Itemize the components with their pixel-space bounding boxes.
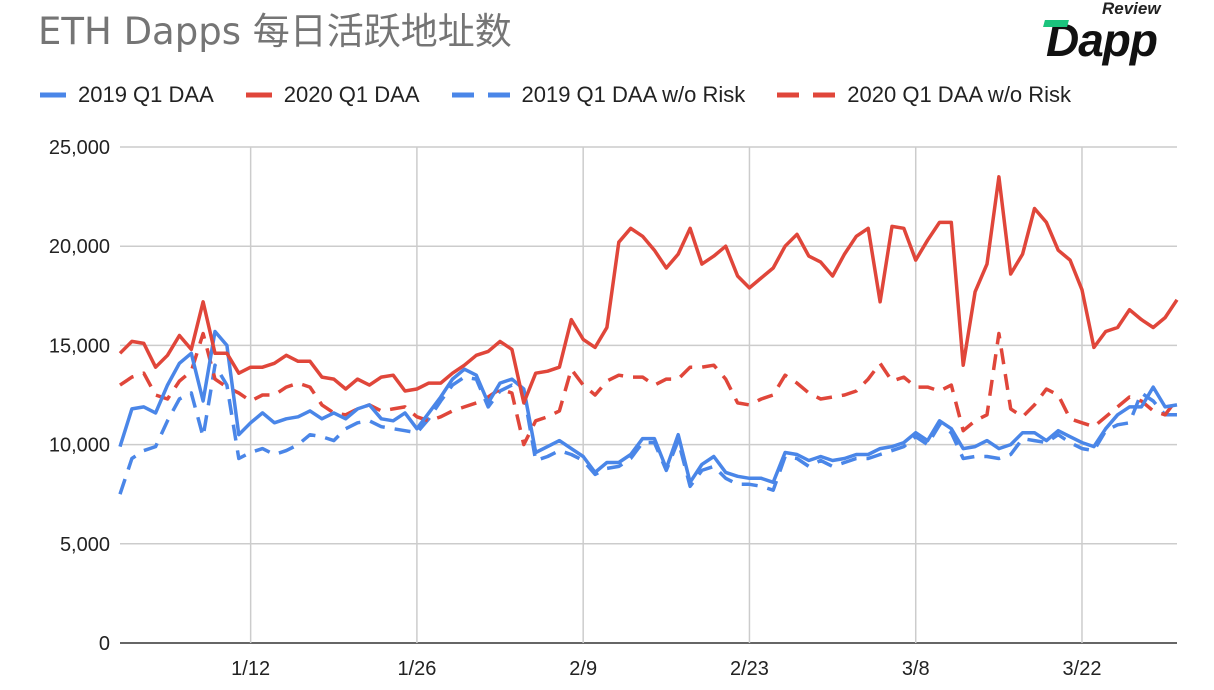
x-tick-label: 3/22 [1063,658,1102,680]
legend-swatch [40,92,66,98]
chart-legend: 2019 Q1 DAA 2020 Q1 DAA 2019 Q1 DAA w/o Ri… [40,82,1103,108]
series-line-2020-q1-daa [118,175,1179,405]
y-tick-label: 0 [99,633,110,655]
x-tick-label: 1/26 [397,658,436,680]
series-line-2019-q1-daa [118,329,1178,485]
series-line-2020-q1-daa-w-o-risk [119,331,1179,447]
series-line-2019-q1-daa-w-o-risk [118,363,1177,495]
legend-label: 2019 Q1 DAA w/o Risk [521,82,746,107]
y-tick-label: 20,000 [49,236,110,258]
x-tick-label: 1/12 [231,658,270,680]
legend-swatch [777,92,836,98]
legend-item: 2020 Q1 DAA w/o Risk [777,82,1071,108]
x-tick-label: 3/8 [902,658,930,680]
y-tick-label: 15,000 [49,335,110,357]
legend-item: 2019 Q1 DAA w/o Risk [451,82,746,108]
legend-swatch [451,92,510,98]
y-tick-label: 25,000 [49,137,110,159]
x-tick-label: 2/23 [730,658,769,680]
legend-label: 2019 Q1 DAA [78,82,214,107]
dapp-review-logo: Review Dapp [1040,0,1200,64]
legend-item: 2019 Q1 DAA [40,82,214,108]
x-tick-label: 2/9 [569,658,597,680]
y-tick-label: 10,000 [49,435,110,457]
chart-title: ETH Dapps 每日活跃地址数 [38,10,512,53]
legend-label: 2020 Q1 DAA [283,82,420,107]
logo-review-text: Review [1102,0,1161,18]
legend-swatch [245,92,272,98]
legend-item: 2020 Q1 DAA [245,82,420,108]
legend-label: 2020 Q1 DAA w/o Risk [847,82,1072,107]
y-tick-label: 5,000 [60,534,110,556]
